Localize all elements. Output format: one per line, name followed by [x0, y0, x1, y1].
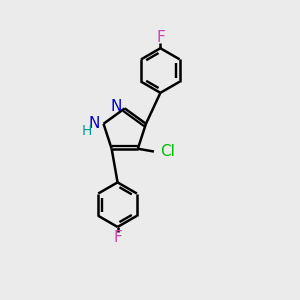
- Text: H: H: [82, 124, 92, 138]
- Text: F: F: [113, 230, 122, 245]
- Text: N: N: [111, 99, 122, 114]
- Text: F: F: [156, 30, 165, 45]
- Text: Cl: Cl: [160, 144, 175, 159]
- Text: N: N: [89, 116, 100, 131]
